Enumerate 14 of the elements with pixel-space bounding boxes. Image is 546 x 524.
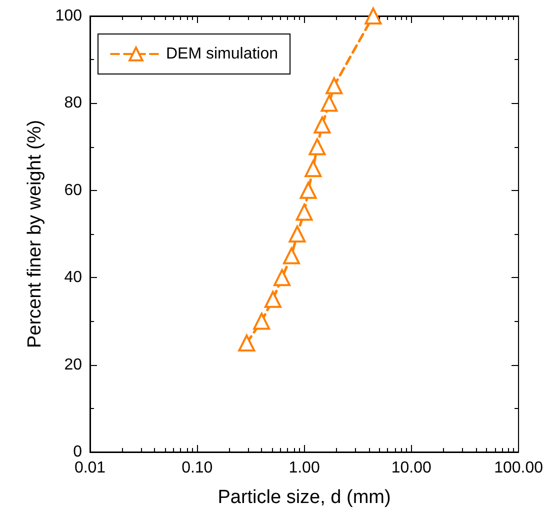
x-tick-label: 100.00	[494, 460, 544, 476]
y-tick-label: 80	[64, 94, 82, 112]
y-tick-label: 0	[73, 444, 82, 460]
x-tick-label: 1.00	[288, 460, 320, 476]
x-axis-title: Particle size, d (mm)	[218, 487, 391, 508]
x-tick-label: 10.00	[391, 460, 432, 476]
x-tick-label: 0.01	[74, 460, 106, 476]
y-tick-label: 60	[64, 182, 82, 199]
y-tick-label: 40	[64, 269, 82, 286]
y-axis-title: Percent finer by weight (%)	[24, 120, 46, 348]
y-tick-label: 100	[55, 8, 82, 24]
legend-label: DEM simulation	[166, 46, 278, 62]
y-tick-label: 20	[64, 356, 82, 374]
x-tick-label: 0.10	[182, 460, 213, 476]
